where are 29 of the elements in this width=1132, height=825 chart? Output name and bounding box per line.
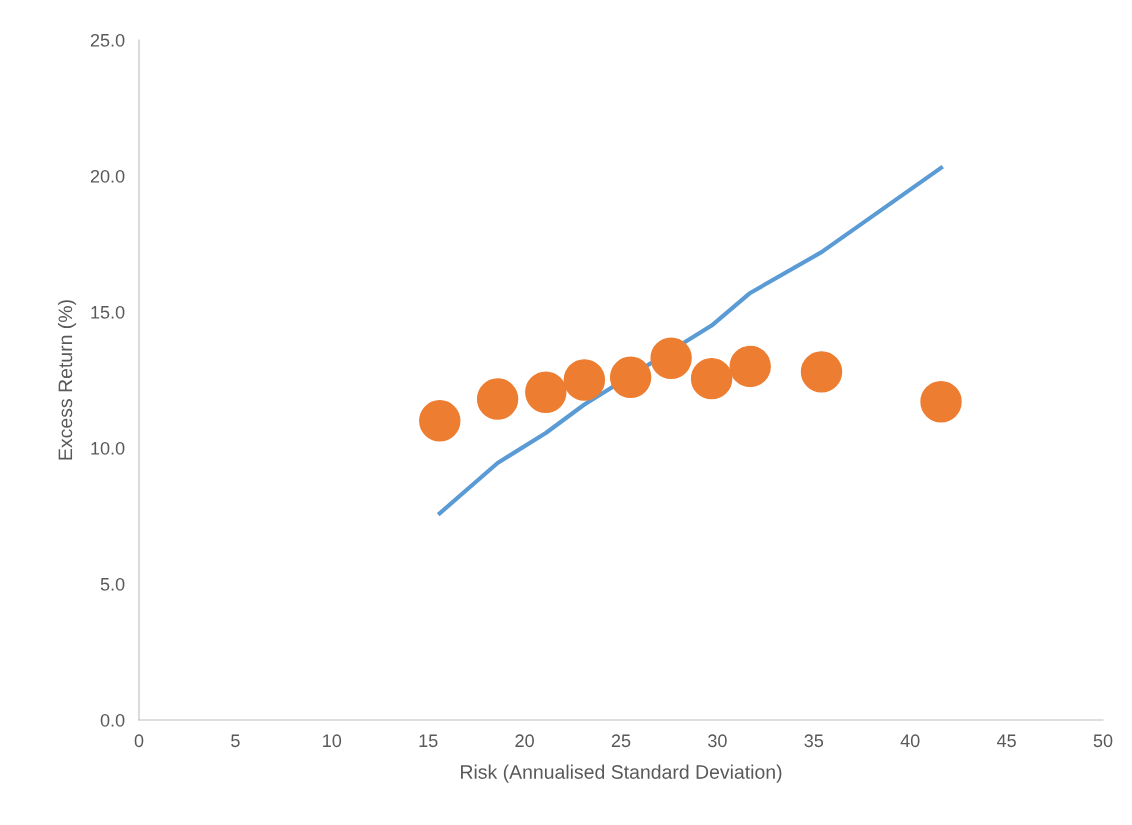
point xyxy=(476,378,519,420)
x-tick-label: 45 xyxy=(996,734,1016,748)
y-tick-label: 0.0 xyxy=(100,713,125,727)
point xyxy=(563,359,606,401)
x-tick-label: 10 xyxy=(323,734,342,748)
point xyxy=(609,356,652,398)
x-tick-label: 5 xyxy=(231,734,240,748)
x-tick-label: 25 xyxy=(611,734,631,748)
point xyxy=(525,371,567,413)
y-tick-label: 5.0 xyxy=(100,577,125,591)
x-tick-label: 40 xyxy=(900,734,920,748)
x-tick-label: 30 xyxy=(708,734,727,748)
point xyxy=(419,400,461,442)
x-tick-label: 35 xyxy=(804,734,824,748)
y-tick-label: 10.0 xyxy=(91,441,125,455)
point xyxy=(690,357,733,400)
y-tick-label: 25.0 xyxy=(90,33,125,47)
point xyxy=(650,337,692,379)
y-tick-label: 20.0 xyxy=(90,169,125,183)
y-axis-title: Excess Return (%) xyxy=(57,300,77,460)
point xyxy=(920,381,962,423)
point xyxy=(729,345,771,388)
x-tick-label: 15 xyxy=(419,734,438,748)
y-tick-label: 15.0 xyxy=(91,305,125,319)
x-tick-label: 0 xyxy=(134,734,144,748)
x-tick-label: 20 xyxy=(515,734,534,748)
x-tick-label: 50 xyxy=(1093,734,1113,748)
point xyxy=(800,351,843,393)
x-axis-title: Risk (Annualised Standard Deviation) xyxy=(461,764,782,783)
